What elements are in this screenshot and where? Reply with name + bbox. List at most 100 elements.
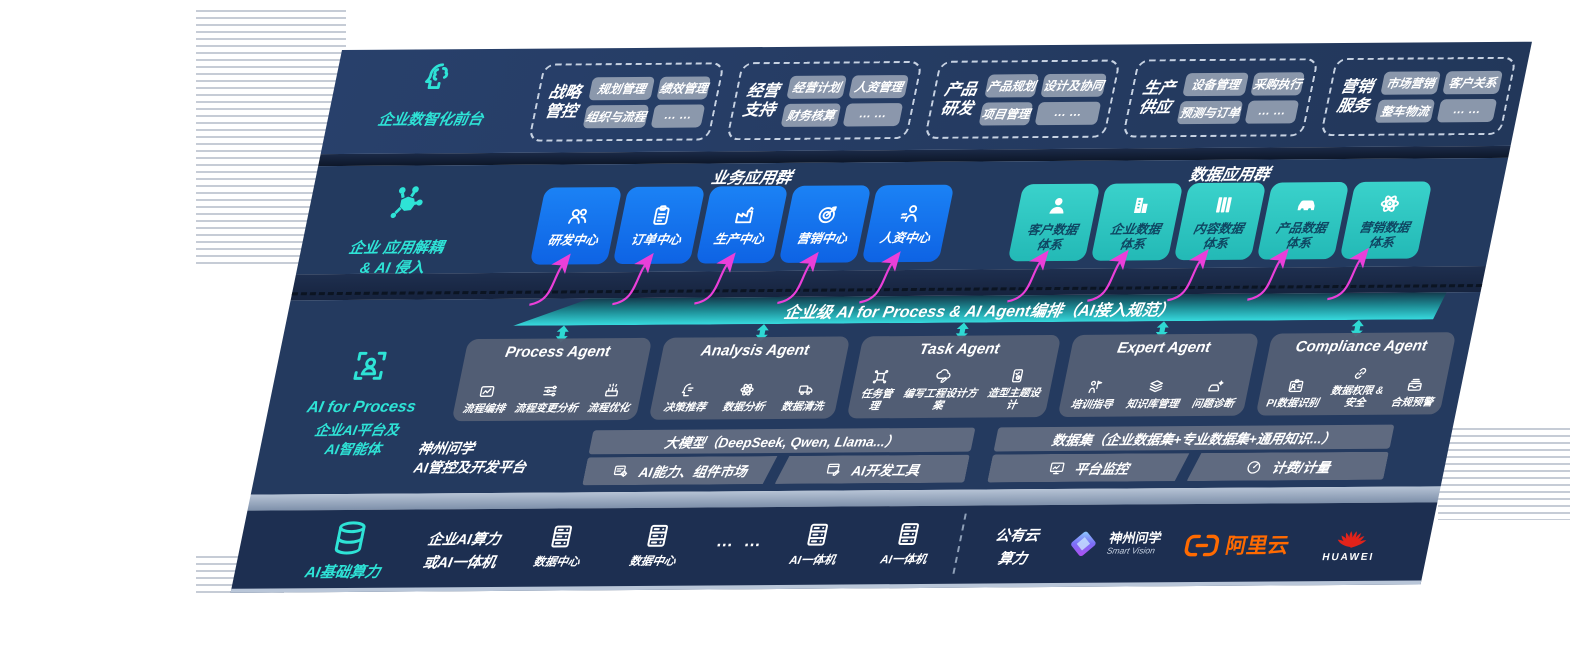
business-app-row: 研发中心 订单中心 生产中心 营销中心 人资中心 (529, 184, 955, 265)
front-chip: 市场营销 (1380, 70, 1442, 95)
diagnosis-icon (1208, 380, 1224, 392)
layer-ai-platform: 企业级 AI for Process & AI Agent编排（AI接入规范） … (250, 292, 1481, 495)
training-icon (1088, 380, 1103, 394)
front-chip: 设计及协同 (1040, 73, 1108, 97)
app-box-production-center: 生产中心 (695, 185, 789, 264)
users-icon (567, 209, 587, 225)
front-group-title: 经营 支持 (741, 82, 781, 120)
target-icon (818, 206, 837, 224)
aliyun-bracket-icon (1184, 534, 1220, 556)
factory-icon (734, 207, 754, 224)
agent-card-analysis: Analysis Agent 决策推荐 数据分析 数据清洗 (648, 336, 851, 420)
smart-vision-logo: 神州问学 Smart Vision (1063, 526, 1164, 561)
molecule-icon (390, 186, 423, 219)
front-chip: 采购执行 (1250, 71, 1306, 96)
front-chip: 项目管理 (978, 101, 1034, 126)
building-icon (1133, 197, 1148, 214)
front-chip: 经营计划 (786, 74, 848, 99)
server-icon (898, 523, 919, 546)
front-group-product: 产品 研发 产品规划 设计及协同 项目管理… … (923, 59, 1121, 139)
hr-people-icon (900, 205, 917, 223)
front-group-title: 营销 服务 (1335, 78, 1375, 116)
app-box-order-center: 订单中心 (612, 186, 706, 265)
agent-row: Process Agent 流程编排 流程变更分析 流程优化 Analysis … (451, 332, 1457, 422)
platform-label: 神州问学 AI管控及开发平台 (412, 440, 528, 476)
sliders-icon (542, 385, 557, 397)
knowledge-layers-icon (1149, 380, 1163, 393)
flow-chart-icon (480, 385, 495, 397)
front-chip: 绩效管理 (656, 75, 712, 100)
monitor-icon (1046, 459, 1068, 477)
front-group-production: 生产 供应 设备管理 采购执行 预测与订单… … (1121, 58, 1319, 138)
data-box-marketing: 营销数据 体系 (1339, 181, 1433, 260)
books-icon (1215, 197, 1232, 213)
app-box-rd-center: 研发中心 (529, 187, 623, 265)
ai-for-process-side-label: AI for Process 企业AI平台及 AI智能体 (266, 345, 459, 459)
platform-row: 神州问学 AI管控及开发平台 大模型（DeepSeek, Qwen, Llama.… (402, 424, 1399, 490)
atom-icon (1380, 195, 1399, 212)
front-group-title: 生产 供应 (1137, 79, 1177, 117)
agent-card-expert: Expert Agent 培训指导 知识库管理 问题诊断 (1057, 333, 1259, 418)
smart-vision-diamond-icon (1071, 531, 1096, 557)
database-icon (334, 521, 366, 555)
atom-icon (740, 383, 754, 396)
huawei-flower-icon (1337, 531, 1367, 548)
public-cloud-text: 公有云 算力 (993, 528, 1041, 568)
front-chip: 人资管理 (848, 74, 910, 98)
agent-card-compliance: Compliance Agent PI数据识别 数据权限 & 安全 合规预警 (1255, 332, 1457, 416)
devtools-icon (823, 460, 845, 478)
server-icon (807, 523, 829, 546)
front-group-strategy: 战略 管控 规划管理 绩效管理 组织与流程… … (527, 62, 725, 142)
front-chip-more: … … (1436, 98, 1498, 122)
layer-app-groups: 企业 应用解耦 & AI 侵入 业务应用群 数据应用群 研发中心 订单中心 生产中… (295, 157, 1509, 276)
car-icon (1297, 200, 1315, 212)
front-chip: 产品规划 (984, 73, 1040, 98)
server-datacenter-2: 数据中心 (628, 522, 684, 569)
clipboard-icon (652, 205, 669, 226)
model-bar: 大模型（DeepSeek, Qwen, Llama...） (588, 427, 976, 455)
ellipsis-more-servers: … … (714, 531, 767, 551)
process-machine-icon (604, 383, 619, 397)
billing-gauge-icon (1244, 458, 1266, 476)
dataset-bar: 数据集（企业数据集+专业数据集+通用知识...） (993, 424, 1395, 452)
ai-orchestration-banner: 企业级 AI for Process & AI Agent编排（AI接入规范） (513, 292, 1447, 326)
enterprise-compute-text: 企业AI算力 或AI一体机 (421, 531, 502, 572)
server-ai-appliance-1: AI一体机 (788, 521, 844, 568)
front-office-label: 企业数智化前台 (376, 111, 485, 129)
server-icon (647, 524, 669, 547)
component-market-icon (610, 462, 632, 480)
decision-head-icon (682, 383, 694, 397)
front-chip-more: … … (1244, 99, 1300, 124)
data-box-product: 产品数据 体系 (1256, 181, 1350, 260)
server-ai-appliance-2: AI一体机 (879, 520, 935, 567)
front-chip: 规划管理 (588, 76, 656, 100)
front-chip: 预测与订单 (1176, 100, 1244, 124)
huawei-logo: HUAWEI (1321, 515, 1383, 563)
layer-front-office: 企业数智化前台 战略 管控 规划管理 绩效管理 组织与流程… … 经营 支持 经营计划人… (320, 41, 1532, 155)
front-group-title: 战略 管控 (543, 84, 583, 121)
front-chip-more: … … (842, 102, 904, 127)
app-decouple-side-label: 企业 应用解耦 & AI 侵入 (305, 181, 495, 278)
agent-card-task: Task Agent 任务管理 编写工程设计方案 造型主题设计 (846, 334, 1062, 419)
brain-head-icon (425, 63, 449, 90)
person-icon (1048, 198, 1063, 214)
front-chip: 客户关系 (1442, 70, 1504, 94)
data-box-enterprise: 企业数据 体系 (1090, 183, 1184, 261)
front-chip: 组织与流程 (582, 104, 650, 128)
id-card-icon (1288, 379, 1304, 393)
front-chip: 整车物流 (1374, 98, 1436, 123)
front-chip: 财务核算 (780, 103, 842, 127)
compliance-alert-icon (1408, 378, 1423, 391)
data-app-row: 客户数据 体系 企业数据 体系 内容数据 体系 产品数据 体系 营销数据 体系 (1007, 181, 1433, 262)
architecture-board: 企业数智化前台 战略 管控 规划管理 绩效管理 组织与流程… … 经营 支持 经营计划人… (230, 41, 1532, 593)
agent-card-process: Process Agent 流程编排 流程变更分析 流程优化 (451, 337, 653, 422)
app-box-marketing-center: 营销中心 (778, 185, 872, 263)
permission-link-icon (1355, 367, 1367, 379)
app-box-hr-center: 人资中心 (861, 184, 955, 263)
front-group-operation: 经营 支持 经营计划 人资管理 财务核算… … (725, 60, 923, 141)
front-chip-more: … … (1034, 101, 1102, 125)
cloud-edit-icon (936, 368, 951, 383)
front-chip: 设备管理 (1182, 72, 1250, 96)
cell-ai-devtools: AI开发工具 (775, 455, 970, 484)
